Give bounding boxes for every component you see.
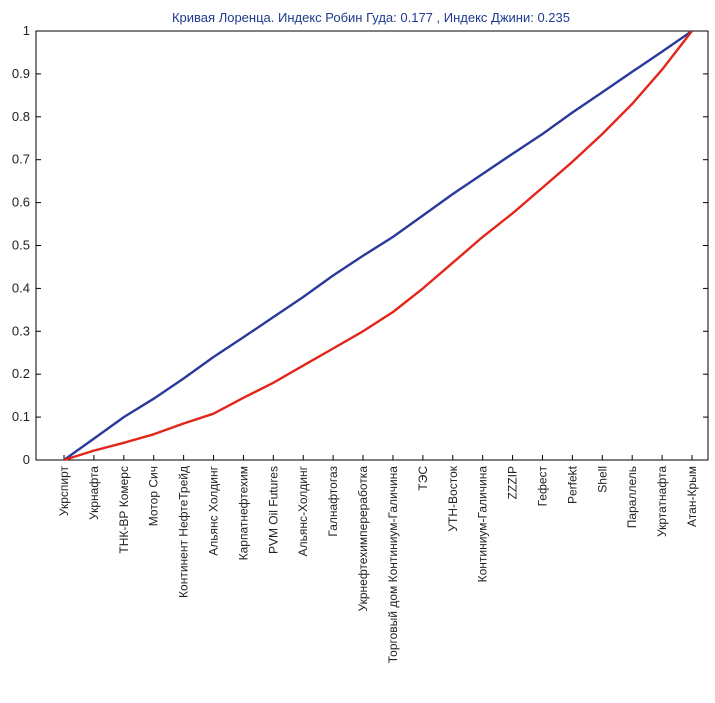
- x-tick-label: PVM Oil Futures: [266, 466, 280, 554]
- x-tick-label: ТЭС: [416, 466, 430, 491]
- chart-title: Кривая Лоренца. Индекс Робин Гуда: 0.177…: [172, 10, 570, 25]
- x-tick-label: Континент НефтеТрейд: [177, 466, 191, 598]
- plot-frame: [35, 30, 709, 461]
- y-tick-label: 0.5: [12, 238, 30, 253]
- x-tick-label: ZZZIP: [506, 466, 520, 499]
- x-tick-label: Альянс-Холдинг: [296, 465, 310, 556]
- y-tick-label: 0.7: [12, 152, 30, 167]
- y-tick-label: 0.8: [12, 109, 30, 124]
- x-tick-label: ТНК-ВР Комерс: [117, 466, 131, 554]
- x-tick-label: Галнафтогаз: [326, 466, 340, 537]
- plot-area: [35, 30, 709, 461]
- y-tick-label: 0.2: [12, 366, 30, 381]
- y-tick-label: 0.4: [12, 280, 30, 295]
- equality-line: [63, 30, 693, 461]
- y-tick-label: 0: [23, 452, 30, 467]
- x-tick-label: Укртатнафта: [655, 466, 669, 537]
- x-tick-label: Гефест: [535, 466, 549, 507]
- x-tick-label: Мотор Сич: [147, 466, 161, 526]
- x-axis: Укрспирт Укрнафта ТНК-ВР Комерс Мотор Сич Ко…: [57, 455, 699, 663]
- x-tick-label: Континиум-Галичина: [476, 466, 490, 583]
- x-tick-label: Perfekt: [565, 465, 579, 504]
- x-tick-label: Укрнафта: [87, 466, 101, 520]
- y-tick-label: 0.1: [12, 409, 30, 424]
- x-tick-label: Альянс Холдинг: [207, 465, 221, 555]
- x-tick-label: Параллель: [625, 466, 639, 528]
- y-tick-label: 0.6: [12, 195, 30, 210]
- x-tick-label: Торговый дом Континиум-Галичина: [386, 466, 400, 664]
- y-tick-label: 1: [23, 23, 30, 38]
- x-tick-label: Укрнефтехимпереработка: [356, 466, 370, 612]
- x-tick-label: Атан-Крым: [685, 466, 699, 527]
- y-axis: 0 0.1 0.2 0.3 0.4 0.5 0.6 0.7 0.8 0.9 1: [12, 23, 708, 467]
- series-lines: [63, 30, 693, 462]
- y-tick-label: 0.9: [12, 66, 30, 81]
- x-tick-label: Карпатнефтехим: [236, 466, 250, 560]
- y-tick-label: 0.3: [12, 323, 30, 338]
- x-tick-label: Shell: [595, 466, 609, 493]
- x-tick-label: Укрспирт: [57, 466, 71, 517]
- lorenz-curve: [63, 30, 693, 462]
- x-tick-label: УТН-Восток: [446, 465, 460, 531]
